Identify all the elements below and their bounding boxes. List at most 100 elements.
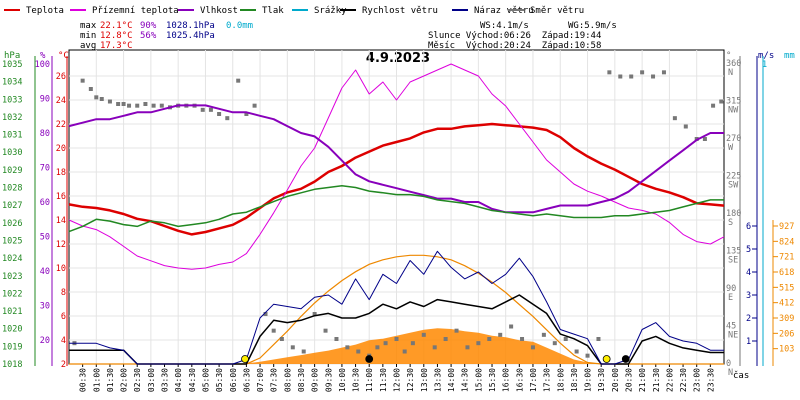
- direction-tick-dir: NW: [728, 106, 739, 116]
- direction-tick-deg: 315: [726, 97, 741, 107]
- wind-direction-point: [356, 349, 361, 354]
- info-panel: WS:4.1m/s WG:5.9m/s Slunce Východ:06:26 …: [428, 21, 617, 51]
- time-tick-label: 23:30: [706, 368, 715, 392]
- time-tick-label: 04:00: [174, 368, 183, 392]
- time-axis-label: čas: [733, 370, 749, 381]
- wind-direction-point: [683, 124, 688, 129]
- wind-direction-point: [394, 337, 399, 341]
- direction-tick-deg: 135: [726, 247, 741, 257]
- pressure-tick-label: 1028: [2, 184, 22, 194]
- time-tick-label: 20:30: [624, 368, 633, 392]
- series-tlak: [68, 185, 724, 233]
- temp-tick-label: 16: [56, 192, 66, 202]
- legend-label: Teplota: [26, 6, 64, 16]
- pressure-tick-label: 1032: [2, 113, 22, 123]
- time-tick-label: 10:30: [352, 368, 361, 392]
- solar-tick-label: 515: [779, 283, 794, 293]
- legend: Teplota Přízemní teplota Vlhkost Tlak Srážky…: [4, 6, 584, 16]
- wind-tick-label: 5: [746, 245, 751, 255]
- direction-unit: °: [726, 51, 731, 61]
- pressure-tick-label: 1033: [2, 95, 22, 105]
- wind-direction-point: [159, 103, 164, 108]
- wind-direction-point: [334, 337, 339, 341]
- pressure-tick-label: 1030: [2, 148, 22, 158]
- wind-direction-point: [217, 112, 222, 116]
- time-tick-label: 11:30: [379, 368, 388, 392]
- temp-tick-label: 6: [61, 312, 66, 322]
- time-tick-label: 18:30: [570, 368, 579, 392]
- time-tick-label: 02:30: [133, 368, 142, 392]
- humidity-tick-label: 50: [40, 233, 50, 243]
- temp-unit: °C: [58, 51, 69, 61]
- wind-tick-label: 4: [746, 268, 751, 278]
- wind-direction-point: [200, 107, 205, 112]
- humidity-tick-label: 40: [40, 267, 50, 277]
- wind-direction-point: [596, 337, 601, 341]
- time-tick-label: 23:00: [693, 368, 702, 392]
- wind-direction-point: [236, 78, 241, 83]
- time-tick-label: 16:30: [515, 368, 524, 392]
- humidity-tick-label: 70: [40, 164, 50, 174]
- time-tick-label: 17:00: [529, 368, 538, 392]
- series-vlhkost: [68, 104, 724, 214]
- solar-tick-label: 927: [779, 222, 794, 232]
- temp-tick-label: 14: [56, 216, 66, 226]
- pressure-tick-label: 1031: [2, 131, 22, 141]
- series-p-zemn-teplota: [68, 63, 725, 270]
- wind-direction-point: [640, 70, 645, 75]
- pressure-tick-label: 1024: [2, 254, 22, 264]
- time-tick-label: 01:30: [106, 368, 115, 392]
- wind-direction-point: [290, 345, 295, 350]
- time-tick-label: 14:00: [447, 368, 456, 392]
- wind-direction-point: [618, 74, 623, 79]
- direction-tick-deg: 90: [726, 284, 736, 294]
- wind-speed-info: WS:4.1m/s: [480, 21, 529, 31]
- time-tick-label: 19:00: [584, 368, 593, 392]
- time-tick-label: 11:00: [365, 368, 374, 392]
- wind-tick-label: 6: [746, 222, 751, 232]
- wind-direction-point: [225, 116, 230, 121]
- wind-direction-point: [661, 70, 666, 75]
- humidity-tick-label: 80: [40, 129, 50, 139]
- pressure-tick-label: 1025: [2, 236, 22, 246]
- sun-times: Slunce Východ:06:26 Západ:19:44: [428, 31, 601, 41]
- legend-label: Vlhkost: [200, 6, 238, 16]
- solar-tick-label: 103: [779, 345, 794, 355]
- wind-direction-point: [672, 116, 677, 121]
- direction-tick-deg: 360: [726, 59, 741, 69]
- direction-tick-dir: W: [728, 143, 734, 153]
- temp-tick-label: 2: [61, 360, 66, 370]
- time-tick-label: 12:30: [406, 368, 415, 392]
- time-tick-label: 12:00: [393, 368, 402, 392]
- direction-tick-deg: 180: [726, 209, 741, 219]
- direction-tick-deg: 0: [726, 359, 731, 369]
- time-tick-label: 13:30: [433, 368, 442, 392]
- legend-label: Srážky: [314, 6, 347, 16]
- direction-tick-dir: N: [728, 368, 733, 378]
- temp-tick-label: 12: [56, 240, 66, 250]
- pressure-tick-label: 1026: [2, 219, 22, 229]
- solar-tick-label: 618: [779, 268, 794, 278]
- pressure-tick-label: 1021: [2, 307, 22, 317]
- wind-direction-point: [279, 337, 284, 341]
- wind-unit: m/s: [758, 51, 774, 61]
- time-tick-label: 09:30: [324, 368, 333, 392]
- moonset-marker: [365, 355, 374, 363]
- time-tick-label: 00:30: [79, 368, 88, 392]
- wind-direction-point: [116, 102, 121, 106]
- wind-direction-point: [476, 341, 481, 346]
- time-tick-label: 05:30: [215, 368, 224, 392]
- wind-direction-point: [80, 78, 85, 83]
- humidity-tick-label: 60: [40, 198, 50, 208]
- wind-direction-point: [552, 341, 557, 346]
- left-axes: 1035103410331032103110301029102810271026…: [2, 56, 68, 370]
- axis-units: hPa % °C ° m/s mm čas: [4, 51, 795, 381]
- direction-tick-dir: N: [728, 68, 733, 78]
- moonrise-marker: [621, 355, 630, 363]
- solar-tick-label: 309: [779, 314, 794, 324]
- stat-avg-temp: 17.3°C: [100, 41, 133, 51]
- temp-tick-label: 8: [61, 288, 66, 298]
- wind-direction-point: [520, 337, 525, 341]
- wind-direction-point: [402, 349, 407, 354]
- series-teplota: [68, 122, 725, 236]
